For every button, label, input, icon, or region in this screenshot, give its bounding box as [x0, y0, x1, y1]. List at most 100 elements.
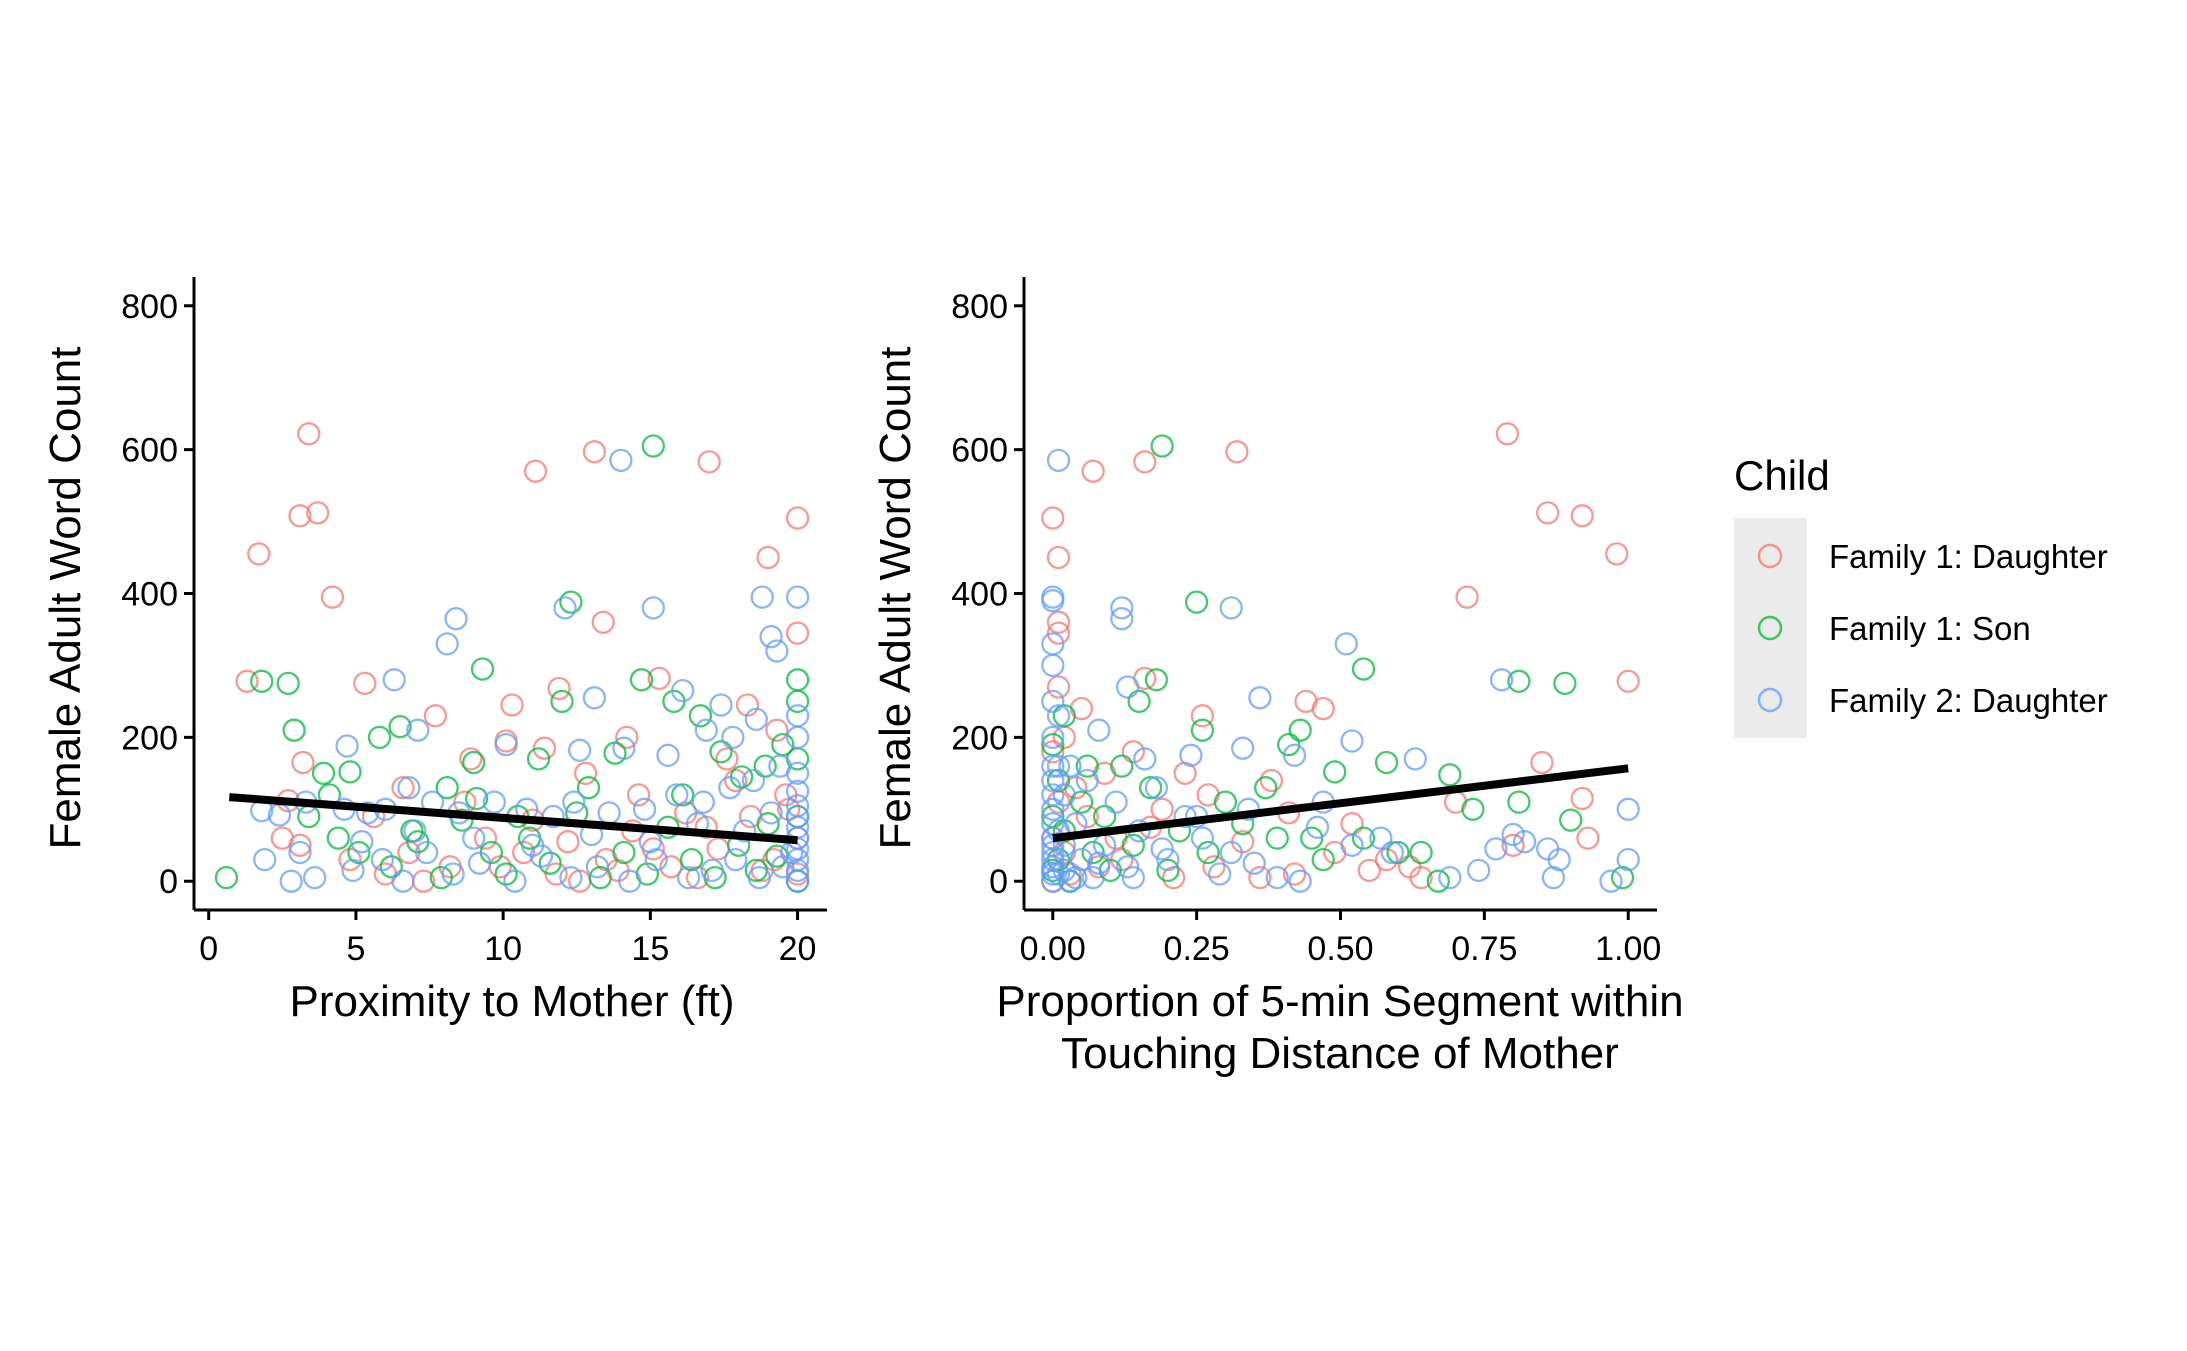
left-point-family-2-daughter — [467, 851, 492, 875]
left-point-family-1-daughter — [697, 450, 721, 474]
left-point-family-1-daughter — [615, 725, 639, 750]
right-point-family-1-son — [1323, 760, 1347, 784]
left-point-family-2-daughter — [785, 585, 810, 609]
left-point-family-2-daughter — [391, 869, 415, 893]
right-point-family-2-daughter — [1288, 869, 1312, 893]
left-point-family-1-son — [629, 668, 654, 692]
right-point-family-2-daughter — [1231, 736, 1255, 760]
right-point-family-1-son — [1351, 826, 1376, 850]
legend-key-family-2-daughter — [1757, 687, 1783, 713]
left-point-family-2-daughter — [541, 804, 565, 829]
right-point-family-2-daughter — [1219, 840, 1243, 865]
right-point-family-1-daughter — [1455, 585, 1479, 609]
right-point-family-1-daughter — [1202, 855, 1226, 879]
left-point-family-1-son — [276, 671, 300, 696]
right-point-family-2-daughter — [1041, 653, 1065, 678]
left-point-family-1-daughter — [785, 506, 810, 530]
right-point-family-2-daughter — [1052, 858, 1076, 883]
left-point-family-1-daughter — [626, 783, 651, 807]
right-fit-line — [1052, 764, 1629, 843]
right-point-family-1-daughter — [1150, 797, 1174, 821]
right-point-family-2-daughter — [1305, 815, 1330, 839]
right-point-family-1-daughter — [1041, 506, 1065, 530]
left-point-family-2-daughter — [747, 865, 771, 890]
right-point-family-1-son — [1138, 776, 1163, 800]
right-point-family-1-son — [1046, 768, 1071, 793]
left-point-family-2-daughter — [785, 794, 810, 818]
right-point-family-2-daughter — [1466, 858, 1491, 883]
right-point-family-2-daughter — [1041, 862, 1065, 886]
left-point-family-2-daughter — [494, 732, 518, 757]
right-point-family-2-daughter — [1046, 704, 1071, 728]
legend: Child Family 1: Daughter Family 1: Son F… — [1734, 452, 2108, 738]
left-point-family-2-daughter — [656, 743, 680, 767]
left-point-family-2-daughter — [597, 801, 621, 825]
right-point-family-1-son — [1092, 804, 1117, 829]
left-point-family-1-son — [753, 754, 777, 778]
left-point-family-1-daughter — [291, 750, 315, 775]
right-point-family-1-son — [1110, 754, 1134, 778]
left-points-layer — [214, 422, 810, 893]
right-point-family-1-daughter — [1282, 862, 1307, 886]
left-point-family-1-daughter — [297, 422, 321, 446]
left-x-tick-label: 10 — [484, 930, 522, 968]
left-y-axis-title: Female Adult Word Count — [41, 347, 90, 850]
left-point-family-1-daughter — [715, 747, 739, 771]
right-point-family-2-daughter — [1536, 837, 1560, 861]
right-point-family-1-daughter — [1225, 440, 1249, 464]
right-point-family-1-son — [1426, 869, 1450, 893]
left-point-family-2-daughter — [785, 779, 810, 803]
right-point-family-2-daughter — [1541, 865, 1566, 890]
right-point-family-1-son — [1559, 808, 1583, 832]
panel-left: 0 200 400 600 800 0 5 10 15 20 Proximity to Moth… — [41, 277, 827, 1026]
left-point-family-2-daughter — [632, 797, 657, 821]
right-x-tick-label: 1.00 — [1595, 930, 1661, 968]
right-point-family-2-daughter — [1041, 754, 1065, 778]
left-x-tick-label: 0 — [199, 930, 218, 968]
left-point-family-1-son — [612, 840, 636, 865]
left-point-family-2-daughter — [562, 790, 586, 814]
left-point-family-1-daughter — [235, 669, 259, 693]
left-point-family-1-son — [214, 865, 239, 890]
left-point-family-2-daughter — [744, 707, 768, 732]
right-point-family-1-son — [1438, 763, 1462, 787]
left-point-family-1-daughter — [247, 542, 271, 566]
left-point-family-1-son — [709, 740, 733, 764]
right-point-family-2-daughter — [1282, 743, 1307, 767]
left-point-family-1-daughter — [288, 504, 312, 528]
right-y-tick-label: 600 — [951, 432, 1008, 470]
left-point-family-2-daughter — [585, 855, 610, 879]
left-point-family-2-daughter — [582, 686, 607, 710]
left-point-family-1-son — [338, 760, 362, 784]
right-point-family-1-daughter — [1536, 501, 1560, 525]
left-point-family-1-daughter — [724, 768, 748, 793]
left-point-family-2-daughter — [441, 862, 465, 886]
left-point-family-2-daughter — [718, 776, 742, 800]
right-point-family-1-son — [1127, 689, 1151, 714]
right-point-family-1-son — [1075, 754, 1099, 778]
left-point-family-1-son — [435, 776, 459, 800]
left-point-family-2-daughter — [435, 632, 459, 656]
right-point-family-2-daughter — [1179, 743, 1203, 767]
right-point-family-2-daughter — [1041, 632, 1065, 656]
left-point-family-1-daughter — [765, 718, 789, 742]
right-y-tick-label: 400 — [951, 576, 1008, 614]
right-point-family-2-daughter — [1046, 754, 1071, 778]
legend-title: Child — [1734, 452, 1830, 499]
left-y-tick-label: 400 — [121, 576, 178, 614]
right-point-family-2-daughter — [1104, 790, 1128, 814]
right-point-family-1-daughter — [1576, 826, 1600, 850]
left-point-family-1-son — [588, 865, 612, 890]
right-point-family-2-daughter — [1380, 840, 1404, 865]
left-y-tick-label: 600 — [121, 432, 178, 470]
right-point-family-2-daughter — [1501, 822, 1525, 847]
left-point-family-2-daughter — [559, 865, 583, 890]
right-point-family-2-daughter — [1041, 689, 1065, 714]
left-point-family-1-daughter — [659, 855, 683, 879]
right-point-family-2-daughter — [1334, 632, 1358, 656]
left-point-family-1-son — [550, 689, 574, 714]
left-point-family-2-daughter — [568, 738, 592, 762]
right-point-family-1-son — [1507, 790, 1531, 814]
left-point-family-1-daughter — [500, 693, 524, 717]
left-point-family-1-daughter — [544, 862, 568, 886]
